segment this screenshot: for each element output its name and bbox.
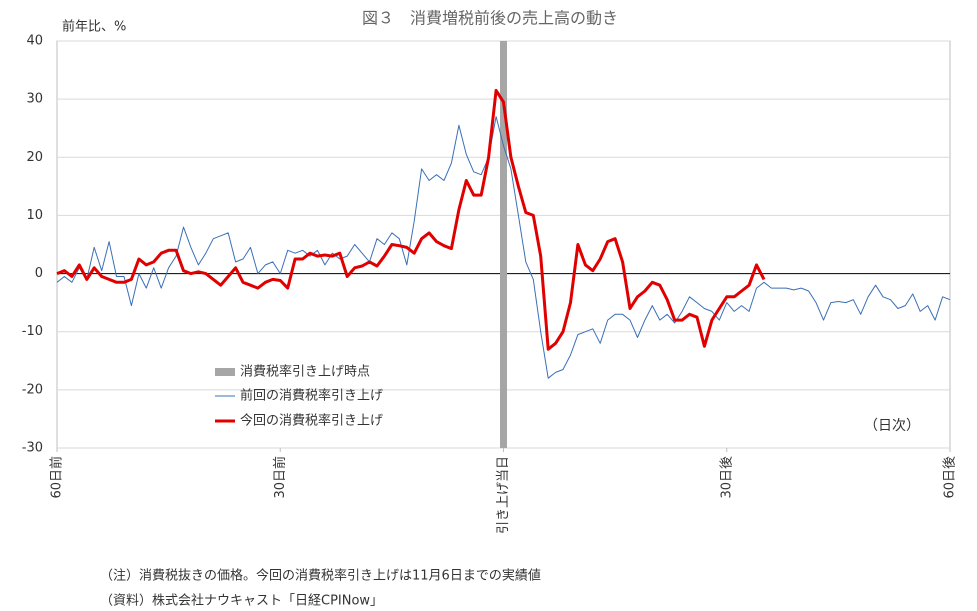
x-tick-label: 60日前 bbox=[49, 456, 65, 499]
legend-label: 今回の消費税率引き上げ bbox=[240, 413, 383, 429]
y-tick-label: 20 bbox=[26, 150, 43, 165]
legend-swatch bbox=[215, 368, 235, 376]
legend-label: 消費税率引き上げ時点 bbox=[240, 364, 370, 380]
legend-label: 前回の消費税率引き上げ bbox=[240, 388, 383, 404]
x-tick-label: 60日後 bbox=[943, 456, 958, 499]
series-line bbox=[56, 88, 766, 351]
y-tick-label: 30 bbox=[26, 92, 43, 107]
y-tick-label: 0 bbox=[35, 266, 43, 281]
y-tick-label: -30 bbox=[22, 441, 43, 456]
y-axis-label: 前年比、% bbox=[62, 19, 126, 35]
chart-title: 図３ 消費増税前後の売上高の動き bbox=[362, 9, 618, 28]
annotation: （日次） bbox=[864, 418, 920, 434]
event-bar bbox=[500, 41, 507, 448]
y-tick-label: -10 bbox=[22, 324, 43, 339]
x-tick-label: 30日後 bbox=[719, 456, 734, 499]
x-tick-label: 30日前 bbox=[272, 456, 288, 499]
series-line bbox=[56, 116, 951, 379]
y-tick-label: -20 bbox=[22, 382, 43, 397]
y-tick-label: 10 bbox=[26, 208, 43, 223]
note: （資料）株式会社ナウキャスト「日経CPINow」 bbox=[100, 593, 383, 609]
x-tick-label: 引き上げ当日 bbox=[496, 456, 511, 534]
note: （注）消費税抜きの価格。今回の消費税率引き上げは11月6日までの実績値 bbox=[100, 568, 541, 584]
y-tick-label: 40 bbox=[26, 34, 43, 49]
